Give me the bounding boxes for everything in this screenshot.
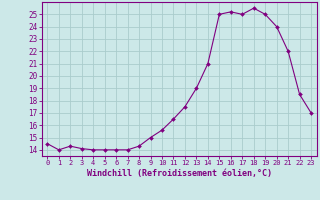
X-axis label: Windchill (Refroidissement éolien,°C): Windchill (Refroidissement éolien,°C) [87,169,272,178]
